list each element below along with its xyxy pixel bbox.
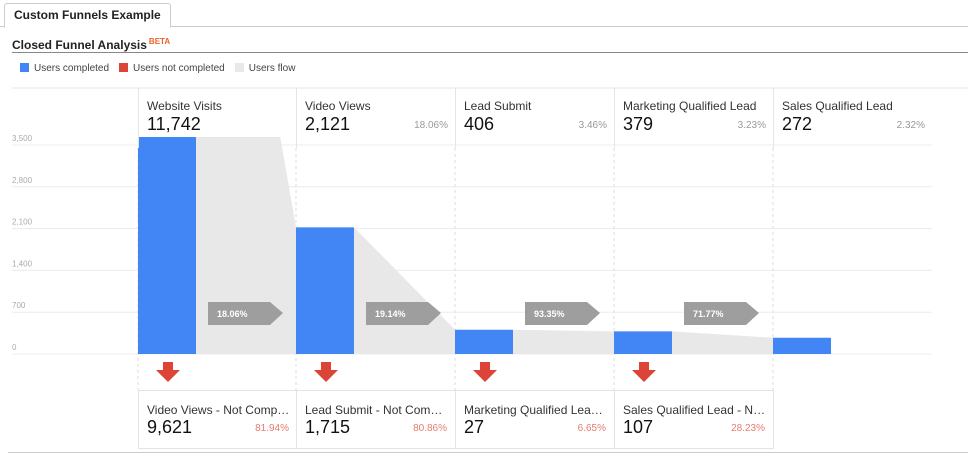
drop-off-arrow-icon <box>156 362 180 382</box>
y-tick-label: 1,400 <box>12 259 33 268</box>
drop-off-arrow-icon <box>632 362 656 382</box>
step-name: Lead Submit <box>464 99 532 113</box>
not-completed-label: Video Views - Not Complet... <box>147 403 290 417</box>
funnel-step-header: Lead Submit 406 3.46% <box>455 88 615 148</box>
step-value: 2,121 <box>305 114 351 134</box>
conversion-rate-label: 19.14% <box>375 309 406 319</box>
step-percent: 18.06% <box>414 120 448 131</box>
bar-users-completed <box>138 137 196 354</box>
y-tick-label: 2,800 <box>12 176 33 185</box>
step-value: 379 <box>623 114 654 134</box>
y-tick-label: 700 <box>12 301 26 310</box>
not-completed-percent: 28.23% <box>731 423 765 434</box>
step-name: Marketing Qualified Lead <box>623 99 757 113</box>
legend-swatch <box>119 63 129 72</box>
conversion-arrow <box>366 302 441 325</box>
not-completed-card[interactable]: Video Views - Not Complet... 9,621 81.94% <box>138 390 297 449</box>
step-value: 272 <box>782 114 813 134</box>
step-value: 406 <box>464 114 495 134</box>
step-name: Video Views <box>305 99 371 113</box>
funnel-step-header: Website Visits 11,742 <box>138 88 298 148</box>
users-flow <box>672 331 773 354</box>
legend-swatch <box>234 63 244 72</box>
step-percent: 2.32% <box>896 120 925 131</box>
step-name: Sales Qualified Lead <box>782 99 893 113</box>
conversion-arrow <box>208 302 283 325</box>
not-completed-card[interactable]: Lead Submit - Not Comple... 1,715 80.86% <box>296 390 455 449</box>
funnel-step-header: Marketing Qualified Lead 379 3.23% <box>614 88 774 148</box>
not-completed-value: 1,715 <box>305 417 351 437</box>
y-tick-label: 0 <box>12 343 17 352</box>
not-completed-label: Lead Submit - Not Comple... <box>305 403 448 417</box>
y-tick-label: 2,100 <box>12 218 33 227</box>
tab-bar: Custom Funnels Example <box>0 0 968 28</box>
funnel-step-header: Sales Qualified Lead 272 2.32% <box>773 88 933 148</box>
conversion-arrow <box>525 302 600 325</box>
legend-label: Users not completed <box>133 63 225 74</box>
title-text: Closed Funnel Analysis <box>12 38 147 52</box>
not-completed-percent: 6.65% <box>577 423 606 434</box>
funnel-step-header: Video Views 2,121 18.06% <box>296 88 456 148</box>
drop-off-arrow-icon <box>314 362 338 382</box>
not-completed-label: Marketing Qualified Lead -... <box>464 403 607 417</box>
legend: Users completed Users not completed Users … <box>20 63 295 74</box>
legend-label: Users completed <box>34 63 110 74</box>
legend-swatch <box>20 63 29 72</box>
bar-users-completed <box>296 227 354 354</box>
tab-custom-funnels-example[interactable]: Custom Funnels Example <box>4 3 171 28</box>
not-completed-percent: 81.94% <box>255 423 289 434</box>
step-value: 11,742 <box>147 114 201 134</box>
conversion-rate-label: 71.77% <box>693 309 724 319</box>
divider <box>8 452 968 453</box>
legend-item: Users not completed <box>119 63 225 74</box>
beta-badge: BETA <box>148 37 171 46</box>
users-flow <box>354 227 455 354</box>
not-completed-card[interactable]: Sales Qualified Lead - Not ... 107 28.23% <box>614 390 774 449</box>
conversion-rate-label: 93.35% <box>534 309 565 319</box>
step-name: Website Visits <box>147 99 222 113</box>
not-completed-percent: 80.86% <box>413 423 447 434</box>
drop-off-arrow-icon <box>473 362 497 382</box>
users-flow <box>196 137 296 354</box>
bar-users-completed <box>614 331 672 354</box>
not-completed-value: 27 <box>464 417 485 437</box>
legend-label: Users flow <box>248 63 296 74</box>
legend-item: Users completed <box>20 63 109 74</box>
page-title: Closed Funnel Analysis BETA <box>12 37 170 52</box>
divider <box>12 52 968 53</box>
bar-users-completed <box>773 337 831 354</box>
step-percent: 3.46% <box>578 120 607 131</box>
not-completed-label: Sales Qualified Lead - Not ... <box>623 403 766 417</box>
conversion-rate-label: 18.06% <box>217 309 248 319</box>
users-flow <box>513 329 614 354</box>
not-completed-value: 9,621 <box>147 417 193 437</box>
y-tick-label: 3,500 <box>12 134 33 143</box>
bar-users-completed <box>455 329 513 354</box>
conversion-arrow <box>684 302 759 325</box>
legend-item: Users flow <box>234 63 296 74</box>
not-completed-value: 107 <box>623 417 654 437</box>
step-percent: 3.23% <box>737 120 766 131</box>
not-completed-card[interactable]: Marketing Qualified Lead -... 27 6.65% <box>455 390 614 449</box>
